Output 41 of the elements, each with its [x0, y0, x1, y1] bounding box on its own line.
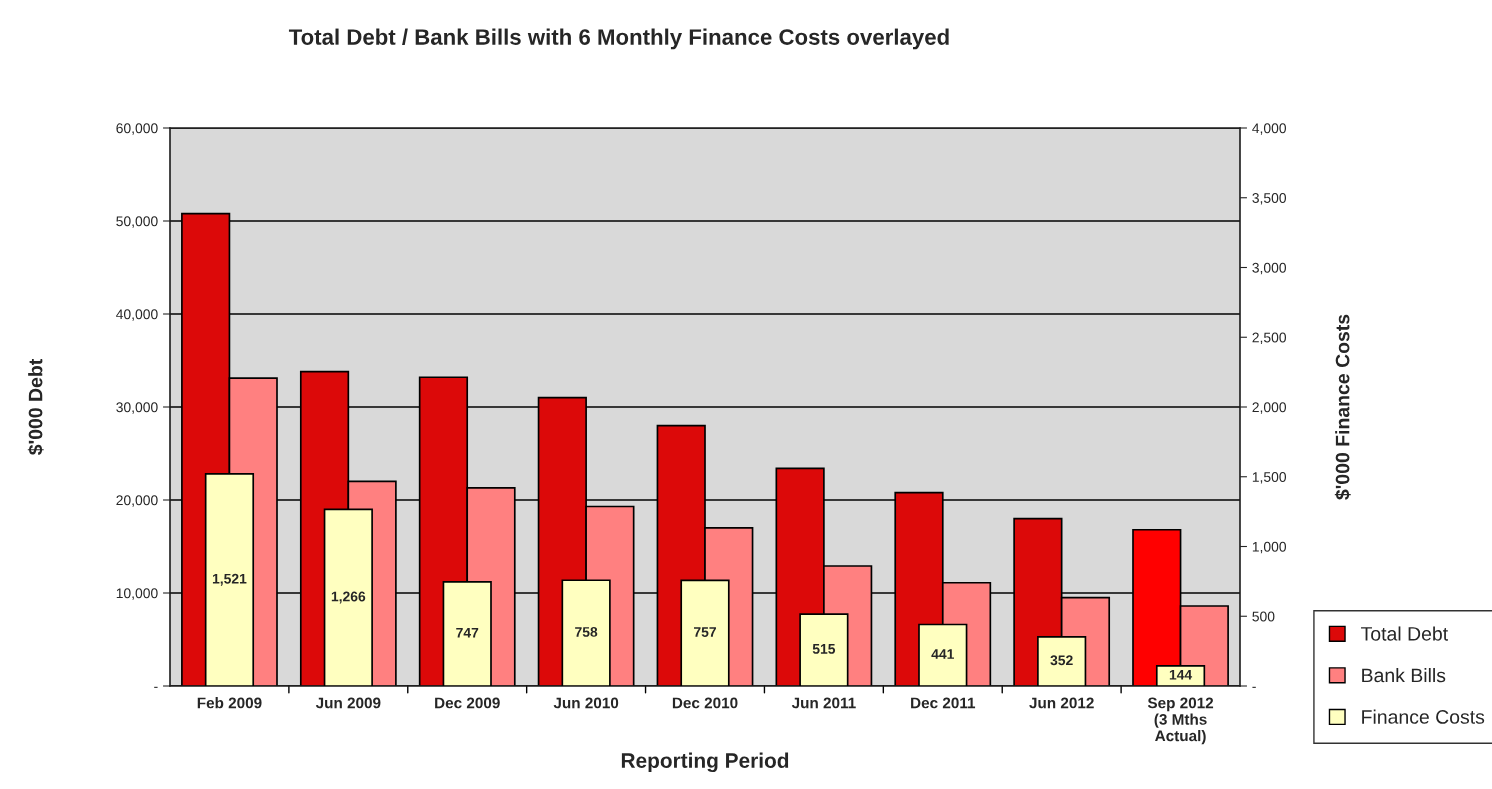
y-tick-label: 50,000	[116, 216, 158, 228]
data-label: 441	[931, 649, 954, 659]
legend-label: Finance Costs	[1362, 709, 1485, 724]
y2-tick-label: 4,000	[1252, 123, 1287, 135]
y2-tick-label: 2,500	[1252, 332, 1287, 345]
data-label: 757	[694, 627, 716, 637]
y2-tick-label: 3,000	[1252, 262, 1287, 275]
x-tick-label: Dec 2009	[435, 697, 500, 709]
x-axis-title: Reporting Period	[621, 752, 789, 773]
data-label: 1,266	[331, 591, 366, 604]
y-tick-label: 60,000	[116, 123, 158, 135]
x-tick-label: Dec 2010	[672, 697, 738, 709]
legend-label: Bank Bills	[1362, 667, 1446, 683]
data-label: 352	[1050, 655, 1073, 666]
y2-tick-label: 2,000	[1252, 402, 1287, 414]
y-tick-label: -	[154, 686, 158, 688]
x-tick-label: Sep 2012 (3 Mths Actual)	[1147, 697, 1214, 745]
x-tick-label: Jun 2012	[1029, 697, 1094, 709]
y-tick-label: 20,000	[116, 495, 158, 507]
x-tick-label: Jun 2009	[315, 697, 381, 709]
y2-tick-label: -	[1252, 686, 1256, 688]
y-tick-label: 30,000	[116, 402, 158, 414]
data-label: 747	[456, 627, 479, 638]
y-tick-label: 40,000	[116, 309, 158, 321]
y-tick-label: 10,000	[116, 588, 158, 600]
x-tick-label: Jun 2010	[553, 697, 619, 709]
legend-label: Total Debt	[1361, 626, 1448, 641]
y2-axis-title: $'000 Finance Costs	[1334, 314, 1351, 500]
x-tick-label: Dec 2011	[911, 697, 976, 709]
chart-title: Total Debt / Bank Bills with 6 Monthly Finance Costs overlayed	[288, 28, 949, 50]
y-axis-title: $'000 Debt	[27, 358, 44, 455]
y2-tick-label: 1,500	[1252, 472, 1287, 484]
y2-tick-label: 1,000	[1252, 541, 1287, 554]
data-label: 515	[812, 644, 836, 654]
x-tick-label: Jun 2011	[791, 697, 856, 709]
data-label: 144	[1169, 669, 1193, 680]
y2-tick-label: 500	[1252, 611, 1275, 622]
data-label: 1,521	[212, 573, 247, 586]
data-label: 758	[575, 627, 598, 637]
y2-tick-label: 3,500	[1252, 193, 1287, 205]
x-tick-label: Feb 2009	[197, 697, 262, 709]
